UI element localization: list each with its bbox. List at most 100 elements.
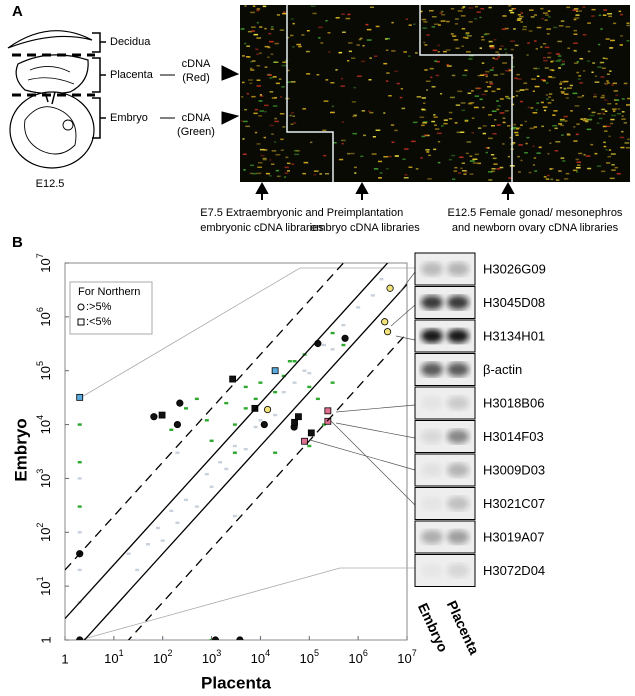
heatmap-cell bbox=[613, 90, 619, 92]
heatmap-cell bbox=[458, 172, 462, 174]
heatmap-cell bbox=[580, 118, 583, 120]
tick-exponent: 5 bbox=[314, 648, 319, 658]
heatmap-cell bbox=[560, 124, 564, 127]
heatmap-cell bbox=[452, 35, 457, 37]
point bbox=[184, 498, 189, 502]
heatmap-cell bbox=[481, 36, 484, 38]
heatmap-cell bbox=[419, 116, 425, 118]
blot-band bbox=[421, 295, 443, 310]
point bbox=[253, 425, 258, 429]
point bbox=[341, 323, 346, 327]
blot-band bbox=[421, 463, 443, 477]
heatmap-cell bbox=[253, 33, 259, 36]
heatmap-cell bbox=[540, 101, 544, 104]
heatmap-cell bbox=[460, 167, 463, 170]
heatmap-cell bbox=[559, 120, 565, 122]
heatmap-cell bbox=[378, 177, 382, 179]
heatmap-cell bbox=[471, 117, 475, 119]
blot-band bbox=[421, 362, 443, 377]
heatmap-cell bbox=[496, 100, 499, 102]
heatmap-cell bbox=[256, 65, 261, 67]
point bbox=[321, 343, 326, 347]
heatmap-cell bbox=[578, 152, 583, 155]
heatmap-cell bbox=[549, 69, 554, 71]
heatmap-cell bbox=[448, 158, 452, 161]
reference-line bbox=[65, 263, 389, 620]
tick-base: 10 bbox=[38, 312, 53, 326]
heatmap-cell bbox=[356, 75, 362, 77]
heatmap-cell bbox=[293, 149, 298, 152]
point bbox=[155, 526, 160, 530]
point bbox=[211, 636, 220, 640]
heatmap-cell bbox=[394, 155, 399, 157]
heatmap-cell bbox=[286, 36, 290, 39]
heatmap-cell bbox=[293, 122, 297, 124]
heatmap-cell bbox=[561, 134, 564, 136]
heatmap-cell bbox=[421, 18, 427, 21]
heatmap-cell bbox=[421, 135, 426, 138]
heatmap-cell bbox=[268, 175, 272, 177]
tick-exponent: 2 bbox=[167, 648, 172, 658]
heatmap-cell bbox=[241, 96, 244, 98]
heatmap-cell bbox=[436, 60, 440, 63]
heatmap-cell bbox=[335, 69, 338, 71]
heatmap-cell bbox=[525, 142, 528, 145]
heatmap-cell bbox=[579, 58, 584, 60]
heatmap-cell bbox=[504, 48, 507, 50]
heatmap-cell bbox=[385, 49, 389, 51]
heatmap-cell bbox=[582, 119, 588, 122]
heatmap-cell bbox=[491, 125, 495, 127]
blot-band bbox=[447, 362, 469, 377]
heatmap-cell bbox=[527, 106, 531, 109]
heatmap-cell bbox=[448, 111, 453, 114]
heatmap-cell bbox=[560, 91, 565, 93]
heatmap-cell bbox=[544, 19, 548, 21]
heatmap-cell bbox=[413, 23, 416, 25]
heatmap-cell bbox=[554, 127, 558, 130]
heatmap-cell bbox=[282, 126, 286, 128]
heatmap-cell bbox=[573, 33, 578, 35]
heatmap-cell bbox=[422, 122, 427, 124]
heatmap-cell bbox=[619, 136, 625, 139]
probe-label: (Green) bbox=[177, 126, 215, 138]
y-tick-label: 102 bbox=[35, 523, 53, 542]
heatmap-cell bbox=[497, 105, 501, 107]
heatmap-cell bbox=[533, 126, 538, 128]
blot-band bbox=[421, 564, 443, 578]
heatmap-cell bbox=[576, 123, 580, 125]
heatmap-cell bbox=[383, 62, 388, 65]
heatmap-cell bbox=[267, 56, 270, 58]
point bbox=[341, 334, 349, 342]
heatmap-cell bbox=[251, 95, 256, 98]
heatmap-cell bbox=[282, 12, 287, 15]
heatmap-cell bbox=[576, 161, 582, 163]
heatmap-cell bbox=[250, 61, 253, 63]
heatmap-cell bbox=[505, 52, 508, 54]
blot-label: H3009D03 bbox=[483, 462, 545, 477]
heatmap-cell bbox=[433, 23, 439, 25]
heatmap-cell bbox=[331, 105, 334, 108]
heatmap-cell bbox=[606, 162, 611, 164]
heatmap-cell bbox=[612, 108, 617, 110]
point bbox=[77, 568, 82, 572]
heatmap-cell bbox=[454, 166, 458, 169]
heatmap-cell bbox=[563, 115, 568, 118]
heatmap-cell bbox=[471, 132, 474, 134]
heatmap-cell bbox=[528, 171, 532, 174]
heatmap-cell bbox=[542, 106, 548, 108]
heatmap-cell bbox=[558, 170, 562, 172]
heatmap-cell bbox=[431, 120, 436, 123]
heatmap-cell bbox=[460, 131, 465, 133]
heatmap-cell bbox=[249, 172, 253, 175]
heatmap-cell bbox=[436, 132, 442, 135]
heatmap-cell bbox=[301, 34, 305, 36]
heatmap-cell bbox=[611, 84, 614, 86]
heatmap-cell bbox=[545, 14, 549, 16]
heatmap-cell bbox=[574, 17, 580, 19]
heatmap-cell bbox=[602, 125, 607, 128]
heatmap-cell bbox=[454, 23, 459, 25]
heatmap-cell bbox=[555, 60, 561, 62]
point bbox=[281, 390, 286, 394]
heatmap-cell bbox=[485, 70, 490, 73]
heatmap-cell bbox=[603, 145, 607, 148]
